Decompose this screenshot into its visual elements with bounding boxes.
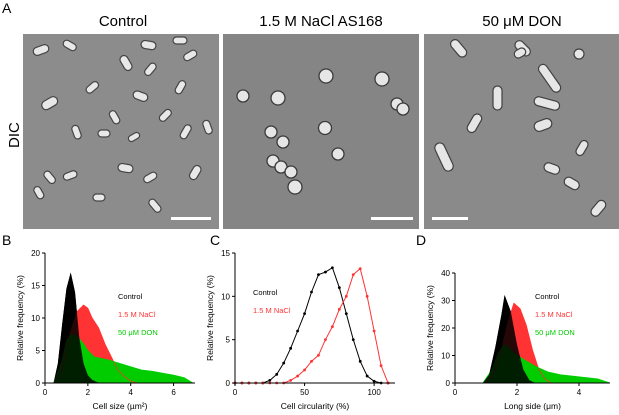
data-point-c-1-16: [344, 294, 348, 298]
data-point-c-0-12: [317, 273, 320, 277]
y-tick-label-d-4: 40: [441, 269, 450, 278]
scale-bar-control: [171, 217, 211, 220]
panel-letter-d: D: [416, 232, 427, 248]
data-point-c-1-20: [372, 329, 376, 333]
scale-bar-don: [432, 217, 468, 220]
y-tick-label-d-0: 0: [446, 379, 451, 388]
legend-entry-c-1: 1.5 M NaCl: [253, 306, 291, 315]
x-tick-label-b-3: 6: [171, 388, 176, 397]
data-point-c-1-19: [365, 294, 369, 298]
y-tick-label-b-3: 15: [31, 282, 40, 291]
y-axis-label-c: Relative frequency (%): [205, 275, 215, 361]
x-tick-label-b-1: 2: [86, 388, 91, 397]
legend-entry-d-2: 50 μM DON: [535, 328, 575, 337]
data-point-c-1-18: [358, 267, 362, 270]
data-point-c-0-20: [372, 379, 376, 383]
x-tick-label-d-2: 4: [577, 388, 582, 397]
data-point-c-0-7: [282, 361, 286, 365]
y-tick-label-d-1: 10: [441, 352, 450, 361]
legend-entry-d-0: Control: [535, 292, 560, 301]
legend-entry-c-0: Control: [253, 288, 278, 297]
data-point-c-0-13: [324, 270, 327, 274]
x-tick-label-b-2: 4: [128, 388, 133, 397]
x-tick-label-b-0: 0: [43, 388, 48, 397]
y-tick-label-b-0: 0: [36, 379, 41, 388]
panel-letter-c: C: [210, 232, 221, 248]
y-tick-label-c-1: 5: [226, 336, 231, 345]
data-point-c-0-11: [310, 290, 313, 294]
data-point-c-0-10: [303, 312, 306, 316]
legend-entry-b-1: 1.5 M NaCl: [118, 310, 156, 319]
y-tick-label-b-1: 5: [36, 347, 41, 356]
column-title-don: 50 μM DON: [482, 13, 562, 30]
y-axis-label-d: Relative frequency (%): [425, 285, 435, 371]
y-tick-label-d-3: 30: [441, 297, 450, 306]
scale-bar-nacl: [371, 217, 413, 220]
micrograph-nacl: [223, 34, 419, 229]
data-point-c-1-8: [289, 379, 293, 382]
data-point-c-1-9: [296, 374, 300, 378]
y-tick-label-c-2: 10: [221, 292, 230, 301]
data-point-c-0-9: [296, 329, 300, 333]
x-axis-label-d: Long side (μm): [504, 401, 561, 411]
data-point-c-0-14: [330, 266, 334, 270]
series-line-c-0: [235, 266, 389, 384]
micrograph-control: [23, 34, 219, 229]
column-title-nacl: 1.5 M NaCl AS168: [259, 13, 383, 30]
series-area-top-d-0: [482, 295, 536, 383]
series-area-top-b-0: [53, 272, 101, 383]
x-tick-label-d-0: 0: [453, 388, 458, 397]
panel-letter-b: B: [2, 232, 12, 248]
chart-cell-circularity: 0 5 10 15 0 50 100 Cell circularity (%) Relative…: [205, 249, 395, 411]
data-point-c-1-15: [337, 307, 341, 311]
micrograph-don: [424, 34, 619, 229]
chart-long-side: 0 10 20 30 40 0 2 4 Long side (μm) Relative frequ…: [425, 269, 611, 411]
data-point-c-1-21: [379, 364, 383, 368]
x-tick-label-c-1: 50: [300, 388, 309, 397]
data-point-c-1-12: [317, 353, 320, 357]
data-point-c-1-11: [310, 359, 313, 363]
data-point-c-1-10: [303, 368, 306, 372]
micrograph-control-image: [23, 34, 219, 229]
series-area-b-2: [53, 334, 193, 383]
data-point-c-1-13: [324, 338, 327, 342]
data-point-c-1-14: [330, 325, 334, 329]
panel-letter-a: A: [2, 0, 12, 16]
chart-cell-size: 0 5 10 15 20 0 2 4 6 Cell size (µm²) Relative freq…: [15, 249, 195, 411]
data-point-c-0-5: [268, 379, 272, 382]
micrograph-don-image: [424, 34, 619, 229]
data-point-c-0-8: [289, 346, 293, 350]
data-point-c-1-17: [351, 273, 355, 277]
data-point-c-0-6: [275, 372, 279, 376]
y-tick-label-b-4: 20: [31, 249, 40, 258]
data-point-c-0-19: [365, 374, 369, 378]
column-title-control: Control: [98, 13, 148, 30]
legend-entry-b-0: Control: [118, 292, 143, 301]
row-label-dic: DIC: [6, 122, 23, 148]
data-point-c-0-16: [344, 312, 348, 316]
y-tick-label-c-0: 0: [226, 379, 231, 388]
x-tick-label-d-1: 2: [515, 388, 520, 397]
legend-entry-d-1: 1.5 M NaCl: [535, 310, 573, 319]
x-axis-label-b: Cell size (µm²): [93, 401, 148, 411]
data-point-c-0-15: [337, 286, 341, 290]
legend-entry-b-2: 50 μM DON: [118, 328, 158, 337]
micrograph-nacl-image: [223, 34, 419, 229]
y-tick-label-c-3: 15: [221, 249, 230, 258]
x-axis-label-c: Cell circularity (%): [281, 401, 350, 411]
y-axis-label-b: Relative frequency (%): [15, 275, 25, 361]
data-point-c-0-17: [351, 338, 355, 342]
series-line-c-1: [235, 267, 389, 384]
x-tick-label-c-0: 0: [233, 388, 238, 397]
y-tick-label-b-2: 10: [31, 314, 40, 323]
data-point-c-0-18: [358, 359, 362, 363]
y-tick-label-d-2: 20: [441, 324, 450, 333]
x-tick-label-c-2: 100: [367, 388, 381, 397]
